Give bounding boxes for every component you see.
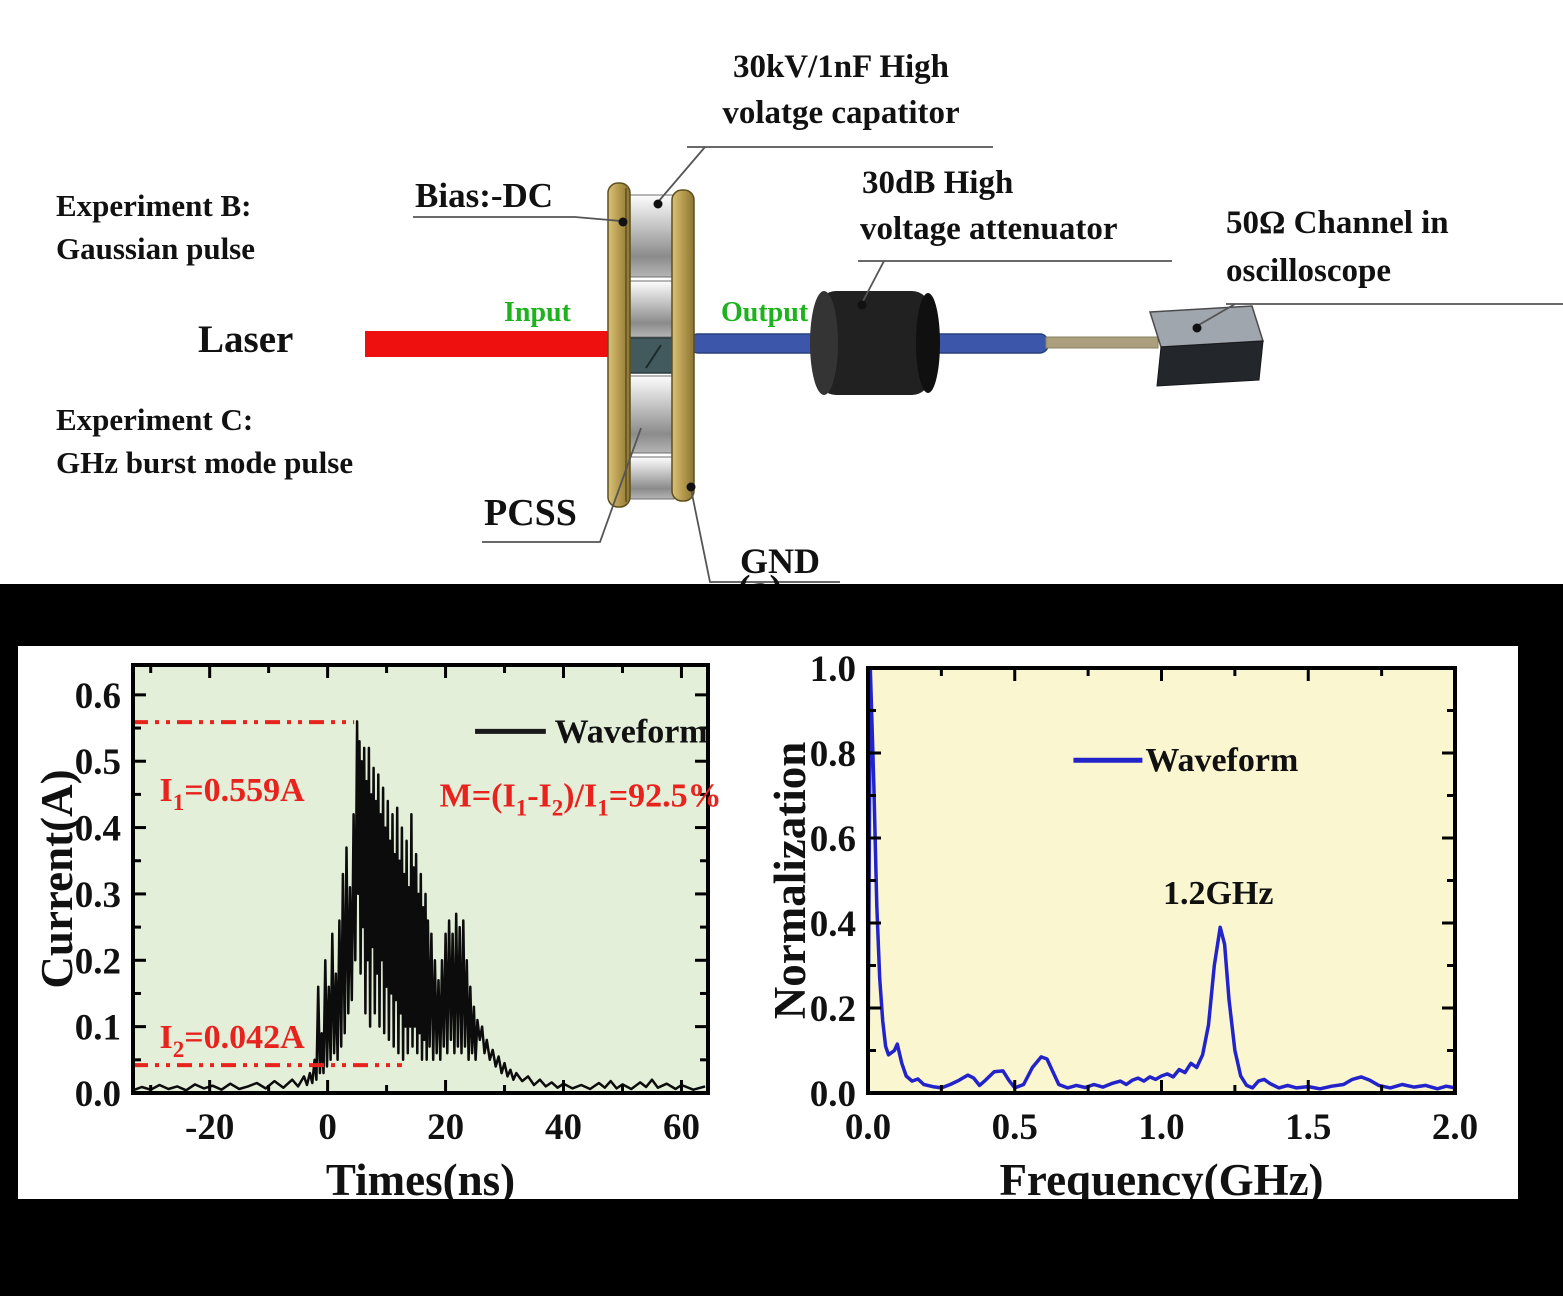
x-tick-label: 0.0 xyxy=(845,1107,891,1148)
series-waveform xyxy=(132,720,706,1092)
y-tick-label: 0.3 xyxy=(75,875,121,916)
x-tick-label: 60 xyxy=(663,1107,700,1148)
y-tick-label: 0.4 xyxy=(810,904,856,945)
pcss-chip xyxy=(625,337,679,374)
x-tick-label: -20 xyxy=(185,1107,234,1148)
experiment-c-title: Experiment C: xyxy=(56,402,254,437)
oscilloscope-label-line2: oscilloscope xyxy=(1226,253,1391,289)
capacitor-label-line2: volatge capatitor xyxy=(722,95,960,131)
x-tick-label: 0.5 xyxy=(992,1107,1038,1148)
plot-area xyxy=(868,668,1455,1093)
gnd-label: GND xyxy=(740,541,820,581)
current-waveform-chart: -20 0 20 40 60 0.0 0.1 0.2 0.3 0.4 0.5 0.6 Times(ns)… xyxy=(32,663,722,1199)
laser-label: Laser xyxy=(198,318,294,361)
y-tick-label: 0.5 xyxy=(75,742,121,783)
x-tick-label: 20 xyxy=(427,1107,464,1148)
x-tick-label: 0 xyxy=(318,1107,337,1148)
y-tick-label: 0.4 xyxy=(75,809,121,850)
capacitor-label-line1: 30kV/1nF High xyxy=(732,49,950,85)
output-label: Output xyxy=(721,297,809,328)
attenuator xyxy=(810,291,940,395)
y-tick-label: 1.0 xyxy=(810,649,856,690)
x-tick-label: 2.0 xyxy=(1432,1107,1478,1148)
y-tick-label: 0.6 xyxy=(75,676,121,717)
x-axis-title: Frequency(GHz) xyxy=(999,1155,1323,1199)
capacitor-ring-right xyxy=(671,189,695,502)
y-axis-title: Normalization xyxy=(770,742,815,1019)
y-axis-title: Current(A) xyxy=(32,769,82,988)
capacitor-ring-left xyxy=(607,182,631,508)
scope-cable xyxy=(1045,336,1159,349)
frequency-spectrum-chart: 0.0 0.5 1.0 1.5 2.0 0.0 0.2 0.4 0.6 0.8 1.0 Frequen… xyxy=(770,649,1478,1199)
setup-diagram xyxy=(365,146,1563,583)
bias-label: Bias:-DC xyxy=(415,176,554,215)
pcss-chip-mark xyxy=(645,344,662,369)
legend-label: Waveform xyxy=(555,713,708,750)
oscilloscope-label-line1: 50Ω Channel in xyxy=(1226,205,1449,241)
y-tick-label: 0.1 xyxy=(75,1008,121,1049)
x-tick-label: 1.5 xyxy=(1285,1107,1331,1148)
series-waveform xyxy=(866,666,1456,1091)
annotation-text: I2=0.042A xyxy=(160,1019,306,1062)
annotation-text: 1.2GHz xyxy=(1163,875,1273,912)
y-tick-label: 0.2 xyxy=(810,989,856,1030)
plot-frame xyxy=(131,663,710,1095)
experiment-b-subtitle: Gaussian pulse xyxy=(56,231,256,266)
x-tick-label: 40 xyxy=(545,1107,582,1148)
leader-dots xyxy=(618,199,1202,492)
input-label: Input xyxy=(504,297,571,328)
y-tick-label: 0.6 xyxy=(810,819,856,860)
pcss-label: PCSS xyxy=(484,492,577,534)
experiment-c-subtitle: GHz burst mode pulse xyxy=(56,445,354,480)
attenuator-label-line2: voltage attenuator xyxy=(860,211,1118,247)
y-tick-label: 0.0 xyxy=(810,1074,856,1115)
y-tick-label: 0.8 xyxy=(810,734,856,775)
leader-lines xyxy=(413,146,1563,583)
attenuator-label-line1: 30dB High xyxy=(862,165,1014,201)
x-tick-label: 1.0 xyxy=(1138,1107,1184,1148)
x-axis-title: Times(ns) xyxy=(326,1155,515,1199)
annotation-text: M=(I1-I2)/I1=92.5% xyxy=(440,777,722,820)
experiment-b-title: Experiment B: xyxy=(56,188,252,223)
legend-label: Waveform xyxy=(1145,742,1298,779)
annotation-text: I1=0.559A xyxy=(160,772,306,815)
oscilloscope-box xyxy=(1148,305,1265,387)
y-tick-label: 0.0 xyxy=(75,1074,121,1115)
laser-beam xyxy=(365,331,638,357)
y-tick-label: 0.2 xyxy=(75,941,121,982)
